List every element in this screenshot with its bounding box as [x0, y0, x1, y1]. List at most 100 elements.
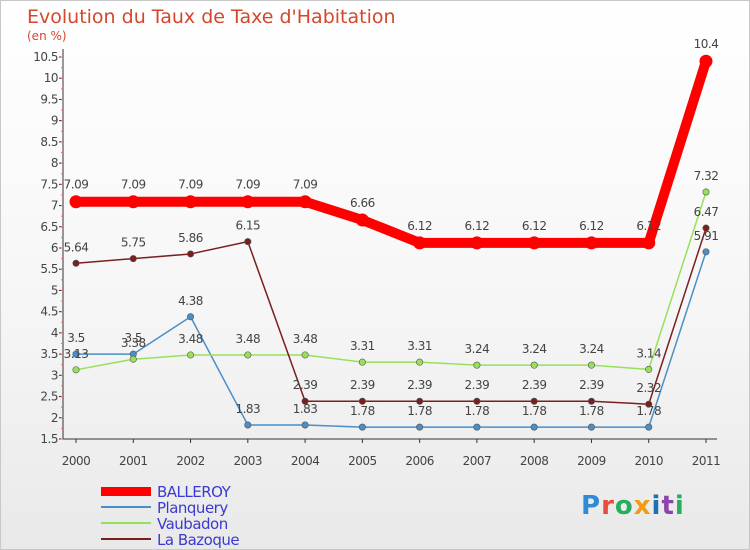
- data-label: 3.48: [293, 332, 318, 346]
- data-label: 1.78: [350, 404, 375, 418]
- y-tick-label: 7: [51, 199, 58, 213]
- data-label: 3.48: [235, 332, 260, 346]
- data-label: 3.5: [67, 331, 85, 345]
- logo-letter: r: [601, 491, 615, 521]
- legend-label-la-bazoque: La Bazoque: [157, 531, 240, 549]
- y-tick-label: 8: [51, 156, 58, 170]
- data-label: 1.78: [636, 404, 661, 418]
- data-label: 3.24: [465, 342, 490, 356]
- data-label: 5.64: [64, 240, 89, 254]
- logo-letter: P: [581, 491, 602, 521]
- data-label: 1.83: [293, 402, 318, 416]
- chart-title: Evolution du Taux de Taxe d'Habitation: [27, 6, 396, 28]
- x-tick-label: 2003: [234, 454, 263, 468]
- data-label: 7.09: [64, 178, 89, 192]
- data-label: 2.39: [465, 378, 490, 392]
- y-tick-label: 10.5: [33, 50, 58, 64]
- y-tick-label: 4: [51, 326, 58, 340]
- data-label: 3.31: [407, 339, 432, 353]
- logo-letter: i: [674, 491, 685, 521]
- y-tick-label: 7.5: [40, 177, 58, 191]
- legend-swatch-planquery: [101, 506, 151, 508]
- data-point: [301, 397, 309, 405]
- data-label: 10.4: [694, 37, 719, 51]
- data-point: [129, 255, 137, 263]
- data-label: 2.39: [293, 378, 318, 392]
- data-point: [416, 423, 424, 431]
- data-label: 3.31: [350, 339, 375, 353]
- data-label: 5.91: [694, 229, 719, 243]
- data-label: 7.09: [293, 178, 318, 192]
- x-tick-label: 2011: [692, 454, 721, 468]
- x-tick-label: 2002: [176, 454, 205, 468]
- logo-letter: x: [633, 491, 652, 521]
- y-tick-label: 5: [51, 283, 58, 297]
- data-label: 6.66: [350, 196, 375, 210]
- data-label: 1.78: [522, 404, 547, 418]
- data-label: 5.75: [121, 236, 146, 250]
- data-label: 1.78: [465, 404, 490, 418]
- data-label: 3.24: [522, 342, 547, 356]
- legend-swatch-vaubadon: [101, 522, 151, 524]
- x-tick-label: 2005: [348, 454, 377, 468]
- data-label: 6.12: [522, 219, 547, 233]
- data-label: 6.47: [694, 205, 719, 219]
- data-label: 1.83: [235, 402, 260, 416]
- data-label: 2.32: [636, 381, 661, 395]
- data-label: 7.09: [235, 178, 260, 192]
- data-label: 6.12: [465, 219, 490, 233]
- data-point: [416, 397, 424, 405]
- logo-letter: i: [651, 491, 662, 521]
- y-tick-label: 1.5: [40, 432, 58, 446]
- data-label: 6.12: [636, 219, 661, 233]
- proxiti-logo: Proxiti: [581, 491, 685, 521]
- data-point: [587, 423, 595, 431]
- y-tick-label: 3: [51, 368, 58, 382]
- data-label: 7.32: [694, 169, 719, 183]
- data-point: [702, 188, 710, 196]
- data-point: [355, 213, 369, 227]
- data-label: 3.48: [178, 332, 203, 346]
- data-point: [587, 361, 595, 369]
- series-line-vaubadon: [75, 191, 707, 371]
- data-point: [645, 365, 653, 373]
- data-point: [413, 236, 427, 250]
- data-point: [358, 358, 366, 366]
- y-tick-label: 4.5: [40, 305, 58, 319]
- data-point: [642, 236, 656, 250]
- data-point: [129, 355, 137, 363]
- data-label: 7.09: [121, 178, 146, 192]
- x-tick-label: 2000: [62, 454, 91, 468]
- series-line-planquery: [75, 251, 707, 428]
- y-tick-label: 10: [44, 71, 58, 85]
- data-label: 2.39: [522, 378, 547, 392]
- data-point: [244, 238, 252, 246]
- data-point: [473, 397, 481, 405]
- data-point: [530, 423, 538, 431]
- data-label: 5.86: [178, 231, 203, 245]
- data-point: [358, 397, 366, 405]
- data-point: [72, 366, 80, 374]
- y-tick-label: 6.5: [40, 220, 58, 234]
- data-point: [187, 313, 195, 321]
- data-point: [645, 400, 653, 408]
- y-tick-label: 3.5: [40, 347, 58, 361]
- data-point: [126, 195, 140, 209]
- logo-letter: o: [614, 491, 634, 521]
- data-point: [699, 54, 713, 68]
- legend-label-balleroy: BALLEROY: [157, 483, 231, 501]
- y-tick-label: 2.5: [40, 390, 58, 404]
- y-tick-label: 6: [51, 241, 58, 255]
- data-point: [184, 195, 198, 209]
- data-label: 3.5: [124, 331, 142, 345]
- y-tick-label: 9: [51, 114, 58, 128]
- data-point: [301, 421, 309, 429]
- data-point: [530, 397, 538, 405]
- x-tick-label: 2009: [577, 454, 606, 468]
- x-tick-label: 2008: [520, 454, 549, 468]
- data-label: 3.13: [64, 347, 89, 361]
- logo-letter: t: [661, 491, 675, 521]
- x-tick-label: 2010: [634, 454, 663, 468]
